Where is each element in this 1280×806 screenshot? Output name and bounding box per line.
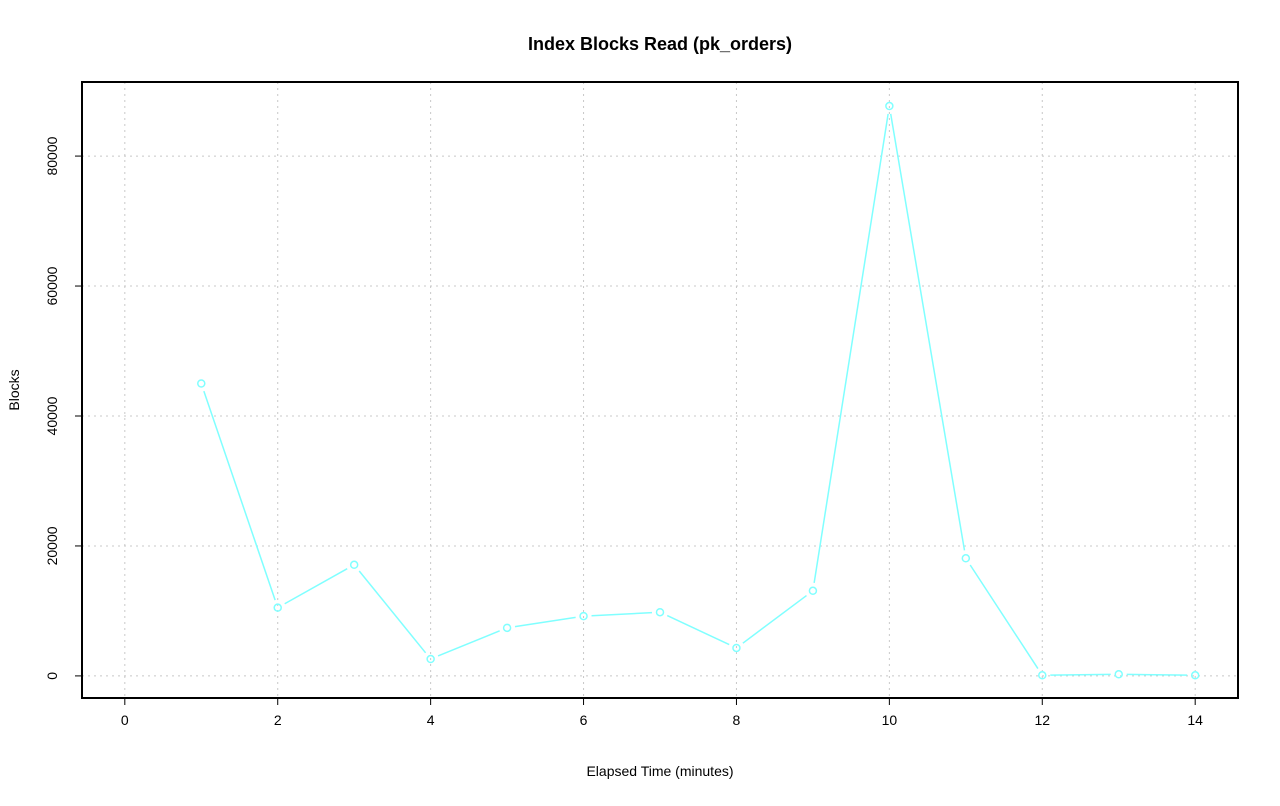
x-axis-label: Elapsed Time (minutes): [586, 763, 733, 779]
x-tick-label: 12: [1034, 712, 1050, 728]
data-point: [1190, 671, 1200, 680]
data-point: [1114, 670, 1123, 679]
data-point: [1038, 671, 1047, 680]
x-tick-label: 0: [121, 712, 129, 728]
y-tick-label: 40000: [44, 396, 60, 435]
plot-frame: [81, 81, 1239, 699]
data-point: [732, 643, 741, 653]
data-point: [197, 379, 206, 388]
x-tick-label: 10: [882, 712, 898, 728]
data-point: [961, 554, 971, 563]
x-tick-label: 14: [1187, 712, 1203, 728]
data-point: [655, 607, 665, 617]
data-point: [349, 560, 359, 570]
series-segment: [591, 611, 653, 617]
series-segment: [969, 564, 1039, 669]
series-segment: [742, 594, 807, 644]
y-axis: 0 20000 40000 60000 80000: [44, 136, 82, 680]
series-segment: [1126, 673, 1188, 676]
x-tick-label: 6: [580, 712, 588, 728]
data-point: [579, 611, 588, 621]
grid: [82, 82, 1238, 698]
data-point: [273, 603, 282, 612]
series-segment: [1050, 673, 1111, 676]
y-tick-label: 60000: [44, 266, 60, 305]
data-point: [808, 586, 818, 596]
series-segment: [889, 113, 966, 551]
series-segment: [813, 113, 889, 583]
series-segment: [203, 390, 276, 601]
series: [197, 101, 1200, 680]
series-segment: [514, 616, 576, 628]
chart-title: Index Blocks Read (pk_orders): [528, 34, 792, 54]
series-segment: [358, 570, 427, 654]
x-tick-label: 2: [274, 712, 282, 728]
series-segment: [437, 630, 500, 657]
y-tick-label: 20000: [44, 526, 60, 565]
y-tick-label: 0: [44, 672, 60, 680]
x-axis: 0 2 4 6 8 10 12 14: [121, 698, 1203, 728]
series-segment: [666, 614, 730, 646]
data-point: [885, 101, 894, 111]
x-tick-label: 4: [427, 712, 435, 728]
series-segment: [284, 568, 348, 605]
data-point: [426, 654, 435, 664]
data-point: [502, 623, 512, 633]
y-axis-label: Blocks: [6, 369, 22, 410]
y-tick-label: 80000: [44, 136, 60, 175]
x-tick-label: 8: [733, 712, 741, 728]
